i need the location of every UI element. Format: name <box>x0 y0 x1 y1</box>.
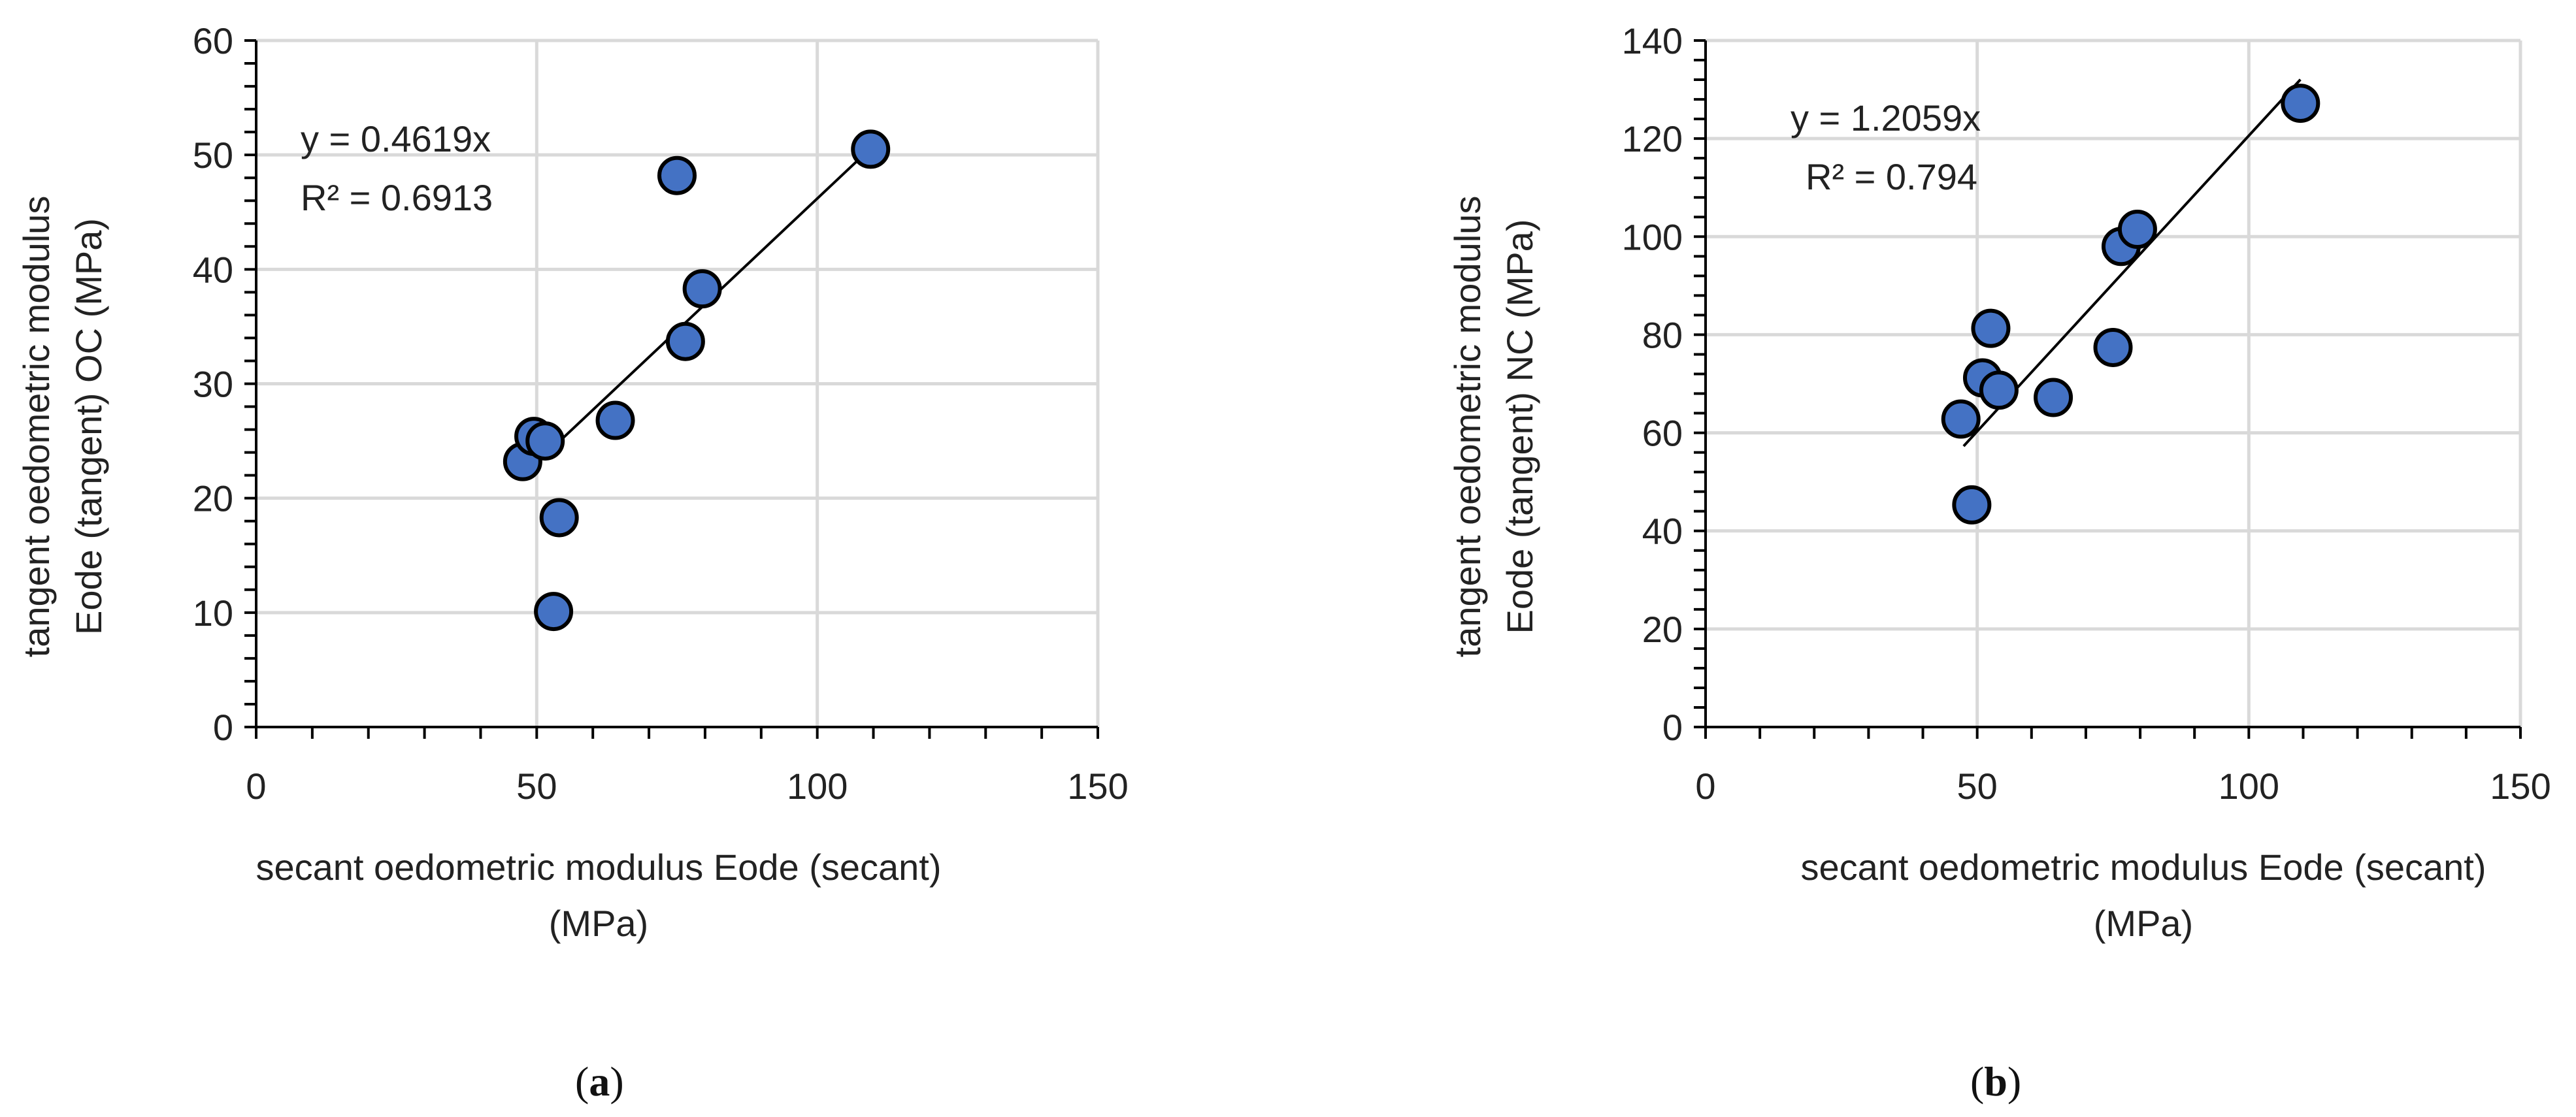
trendline-b <box>1962 78 2302 447</box>
data-point-a-4 <box>539 498 579 538</box>
data-point-a-3 <box>534 592 574 632</box>
points-b <box>1941 84 2320 525</box>
y-tick-label-b-1: 20 <box>1642 609 1683 650</box>
x-tick-label-b-3: 150 <box>2490 766 2551 807</box>
y-tick-label-a-4: 40 <box>193 249 233 290</box>
trendline-path-b <box>1962 78 2302 447</box>
y-axis-title-a-line2: Eode (tangent) OC (MPa) <box>68 218 109 635</box>
x-tick-label-b-0: 0 <box>1695 766 1715 807</box>
equation-a: y = 0.4619x <box>301 118 491 159</box>
grid-b <box>1706 39 2522 727</box>
y-tick-label-a-0: 0 <box>213 707 233 748</box>
y-tick-label-b-2: 40 <box>1642 511 1683 552</box>
data-point-b-5 <box>2034 378 2073 417</box>
y-tick-label-b-7: 140 <box>1622 20 1683 61</box>
r-squared-a: R² = 0.6913 <box>301 177 493 218</box>
x-tick-label-a-0: 0 <box>246 766 266 807</box>
x-axis-title-b-line2: (MPa) <box>2094 903 2193 944</box>
data-point-a-9 <box>851 129 891 169</box>
tick-labels-b: 0 50 100 150 0 20 40 60 80 100 120 140 <box>1622 20 2551 807</box>
data-point-b-4 <box>1979 370 2019 410</box>
x-axis-title-b-line1: secant oedometric modulus Eode (secant) <box>1801 847 2486 888</box>
y-tick-label-b-5: 100 <box>1622 216 1683 257</box>
y-tick-label-b-4: 80 <box>1642 314 1683 355</box>
axes-b <box>1694 39 2522 739</box>
chart-panel-a: 0 50 100 150 0 10 20 30 40 50 60 y = 0.4619x R² = … <box>16 20 1129 1105</box>
x-tick-label-b-1: 50 <box>1957 766 1998 807</box>
y-axis-title-b-line1: tangent oedometric modulus <box>1447 196 1488 658</box>
panel-label-b: (b) <box>1970 1058 2021 1105</box>
x-tick-label-a-1: 50 <box>516 766 557 807</box>
data-point-b-9 <box>2281 84 2320 123</box>
x-tick-label-b-2: 100 <box>2219 766 2279 807</box>
data-point-a-6 <box>657 155 697 195</box>
x-tick-label-a-3: 150 <box>1067 766 1128 807</box>
data-point-b-1 <box>1952 485 1992 525</box>
data-point-a-5 <box>595 400 635 440</box>
data-point-b-6 <box>2093 327 2133 367</box>
data-point-a-7 <box>665 321 705 361</box>
data-point-b-8 <box>2117 210 2157 250</box>
data-point-b-0 <box>1941 399 1981 439</box>
y-tick-label-a-6: 60 <box>193 20 233 61</box>
data-point-a-8 <box>682 269 722 309</box>
x-tick-label-a-2: 100 <box>787 766 848 807</box>
data-point-b-3 <box>1971 308 2011 348</box>
y-tick-label-a-3: 30 <box>193 364 233 405</box>
y-tick-label-b-6: 120 <box>1622 118 1683 159</box>
y-axis-title-a-line1: tangent oedometric modulus <box>16 196 57 658</box>
grid-a <box>256 39 1100 727</box>
y-tick-label-b-3: 60 <box>1642 413 1683 454</box>
y-tick-label-a-1: 10 <box>193 592 233 634</box>
data-point-a-2 <box>525 421 565 461</box>
y-axis-title-b-line2: Eode (tangent) NC (MPa) <box>1499 219 1540 634</box>
points-a <box>503 129 891 632</box>
r-squared-b: R² = 0.794 <box>1806 156 1977 197</box>
y-tick-label-b-0: 0 <box>1662 707 1683 748</box>
tick-labels-a: 0 50 100 150 0 10 20 30 40 50 60 <box>193 20 1129 807</box>
x-axis-title-a-line1: secant oedometric modulus Eode (secant) <box>256 847 942 888</box>
panel-label-a: (a) <box>575 1058 624 1105</box>
equation-b: y = 1.2059x <box>1791 97 1981 138</box>
x-axis-title-a-line2: (MPa) <box>549 903 648 944</box>
y-tick-label-a-2: 20 <box>193 478 233 519</box>
y-tick-label-a-5: 50 <box>193 135 233 176</box>
axes-a <box>244 39 1099 739</box>
